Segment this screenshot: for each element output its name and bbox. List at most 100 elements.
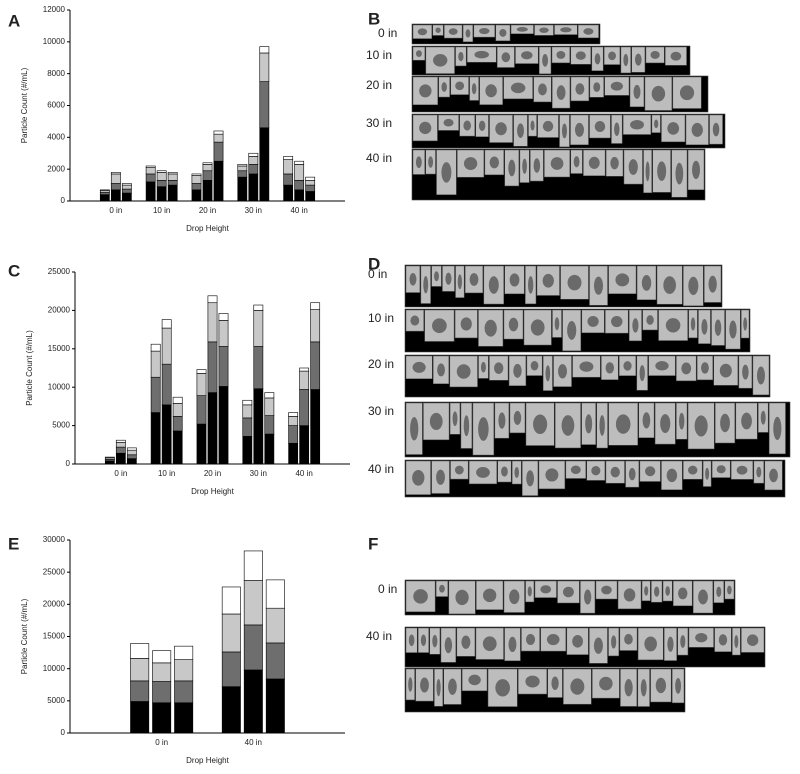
bar-segment (191, 173, 202, 176)
bar-segment (174, 680, 194, 704)
particle (675, 678, 682, 694)
particle (690, 317, 696, 331)
y-tick-label: 8000 (47, 69, 65, 78)
bar-segment (259, 46, 270, 54)
bar-segment (104, 456, 115, 459)
particle (678, 587, 688, 600)
row-label: 40 in (368, 462, 394, 476)
bar-segment (99, 189, 110, 191)
particle (573, 156, 580, 168)
particle (645, 161, 650, 182)
row-label: 20 in (368, 357, 394, 371)
bar-segment (221, 613, 241, 653)
row-label: 0 in (368, 267, 387, 281)
bar-segment (152, 681, 172, 704)
particle (508, 317, 519, 332)
bar-segment (145, 181, 156, 202)
bar-segment (288, 412, 299, 417)
particle (465, 29, 471, 38)
bar-segment (299, 370, 310, 390)
particle (585, 414, 593, 434)
y-tick-label: 15000 (48, 344, 71, 353)
bar-segment (213, 141, 224, 162)
particle (719, 363, 732, 378)
bar-segment (110, 173, 121, 184)
bar-segment (126, 447, 137, 451)
particle (457, 274, 463, 290)
particle (561, 415, 575, 436)
bar-segment (237, 176, 248, 202)
particle (646, 315, 654, 325)
particle (437, 363, 445, 377)
particle (556, 51, 566, 59)
particle (556, 85, 566, 100)
particle (575, 51, 586, 60)
bar-segment (221, 651, 241, 687)
particle (634, 53, 642, 66)
bar-segment (264, 397, 275, 416)
particle (691, 122, 703, 137)
bar-segment (248, 152, 259, 157)
particle (666, 468, 678, 483)
particle (567, 274, 582, 291)
particle (628, 467, 636, 481)
bar-segment (299, 367, 310, 372)
bar-segment (243, 580, 263, 626)
row-label: 10 in (366, 48, 392, 62)
particle (663, 276, 676, 294)
particle (712, 122, 720, 137)
panel-letter: B (368, 9, 380, 28)
bar-segment (174, 702, 194, 734)
bar-segment (152, 650, 172, 664)
bar-segment (218, 313, 229, 321)
particle (415, 156, 422, 169)
bar-segment (191, 175, 202, 184)
particle (639, 365, 645, 382)
bar-segment (130, 658, 150, 682)
bar-segment (104, 460, 115, 465)
particle (716, 586, 722, 598)
bar-segment (196, 423, 207, 465)
particle (705, 467, 710, 480)
bar-segment (172, 430, 183, 465)
particle (660, 414, 671, 434)
particle (601, 585, 612, 595)
particle (468, 674, 481, 686)
particle (455, 81, 465, 91)
particle (509, 273, 520, 287)
bar-segment (237, 170, 248, 178)
bar-segment (248, 164, 259, 175)
particle (654, 119, 659, 129)
bar-segment (130, 680, 150, 702)
bar-segment (152, 702, 172, 734)
particle (680, 635, 686, 648)
particle (480, 361, 486, 373)
y-tick-label: 0 (61, 196, 66, 205)
bar-segment (172, 403, 183, 417)
x-tick-label: 30 in (245, 206, 262, 215)
x-axis-label: Drop Height (186, 224, 229, 233)
particle (623, 588, 636, 602)
x-axis-label: Drop Height (186, 756, 229, 765)
bar-segment (310, 389, 321, 465)
particle (695, 632, 708, 643)
particle (494, 362, 504, 374)
particle (463, 415, 470, 437)
particle (708, 275, 717, 293)
bar-segment (310, 341, 321, 390)
particle (545, 468, 559, 482)
particle (562, 586, 574, 598)
particle (501, 52, 511, 63)
bar-segment (294, 189, 305, 202)
bar-segment (150, 343, 161, 352)
bar-segment (310, 309, 321, 343)
particle (539, 27, 549, 33)
particle (538, 83, 547, 96)
particle (498, 412, 506, 429)
bar-segment (152, 662, 172, 682)
particle (655, 361, 669, 371)
particle (441, 162, 452, 183)
particle (508, 159, 516, 177)
bar-segment (242, 399, 253, 406)
particle (742, 364, 749, 380)
